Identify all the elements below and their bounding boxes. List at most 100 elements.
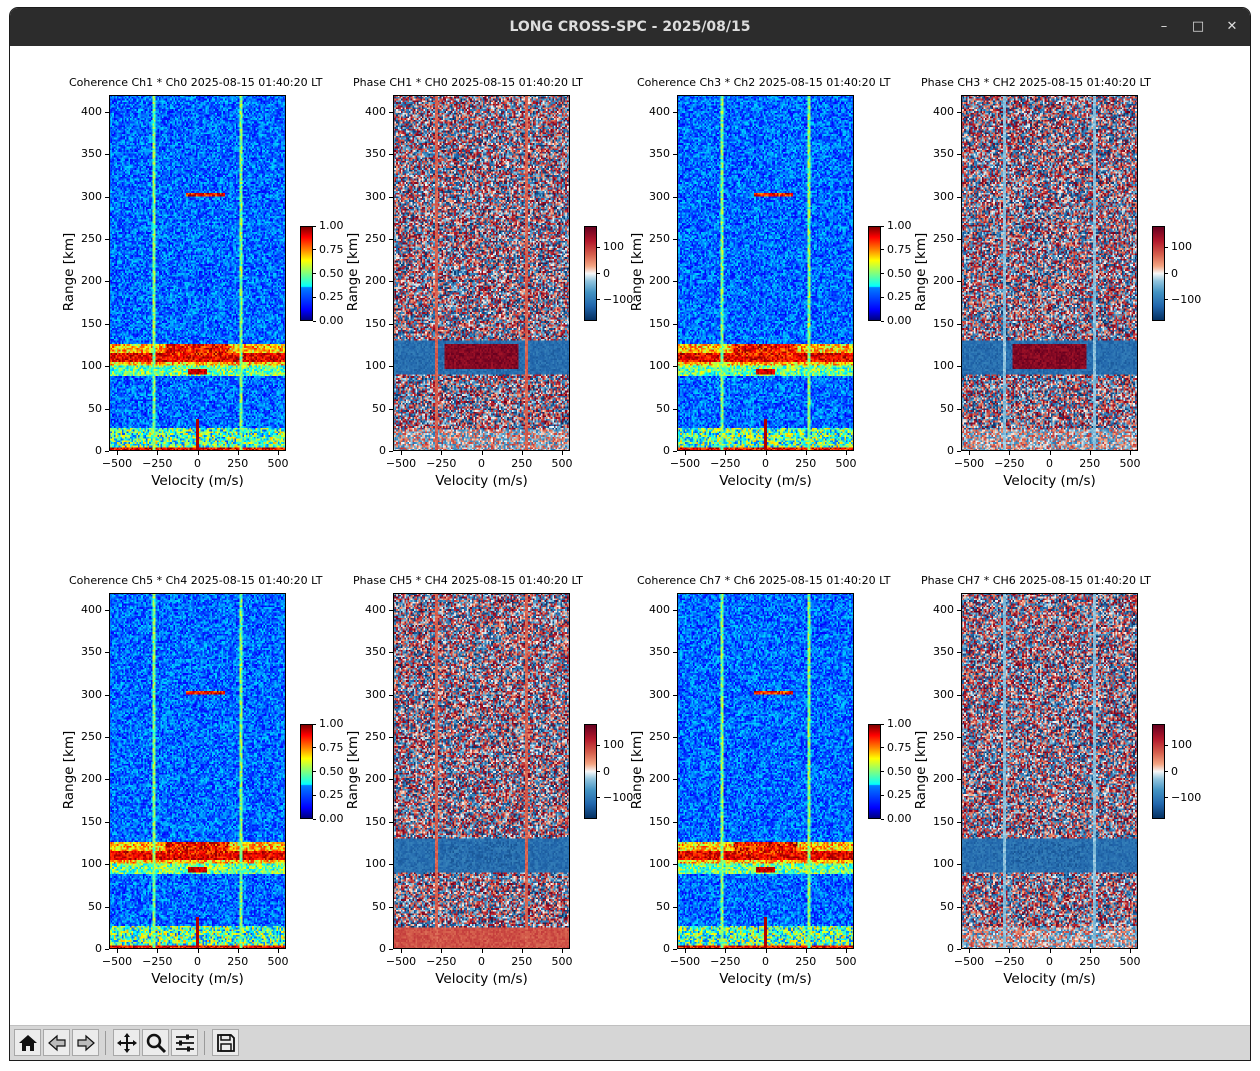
y-tick-label: 100 (365, 857, 386, 871)
y-tick-label: 50 (88, 401, 102, 415)
heatmap-image[interactable] (393, 593, 570, 949)
figure-canvas[interactable]: Coherence Ch1 * Ch0 2025-08-15 01:40:20 … (10, 46, 1250, 1028)
x-tick-mark (441, 949, 443, 953)
arrow-left-icon (47, 1034, 66, 1051)
y-tick-label: 50 (88, 899, 102, 913)
x-tick-label: 0 (1046, 457, 1053, 470)
heatmap-image[interactable] (109, 95, 286, 451)
y-tick-mark (105, 451, 109, 452)
heatmap-image[interactable] (109, 593, 286, 949)
y-tick-label: 250 (933, 232, 954, 246)
heatmap-image[interactable] (393, 95, 570, 451)
y-tick-label: 100 (365, 359, 386, 373)
y-tick-label: 400 (649, 104, 670, 118)
close-icon[interactable]: ✕ (1226, 19, 1238, 34)
x-tick-label: 250 (795, 955, 817, 968)
y-tick-mark (673, 366, 677, 368)
x-tick-mark (765, 949, 767, 953)
heatmap-image[interactable] (961, 95, 1138, 451)
y-tick-label: 300 (81, 189, 102, 203)
x-tick-label: 500 (835, 955, 857, 968)
y-tick-label: 200 (365, 274, 386, 288)
colorbar-tick-mark (881, 794, 884, 796)
x-tick-label: −500 (669, 457, 701, 470)
heatmap-image[interactable] (677, 95, 854, 451)
y-tick-label: 350 (365, 147, 386, 161)
home-icon (18, 1034, 37, 1051)
colorbar-tick-mark (597, 246, 600, 248)
heatmap-image[interactable] (961, 593, 1138, 949)
x-tick-mark (1129, 451, 1131, 455)
y-tick-label: 400 (365, 104, 386, 118)
home-button[interactable] (14, 1029, 41, 1056)
y-tick-label: 150 (365, 814, 386, 828)
y-tick-label: 0 (663, 942, 670, 955)
x-tick-label: 0 (194, 457, 201, 470)
colorbar-tick-label: 100 (603, 738, 624, 752)
y-tick-label: 150 (81, 814, 102, 828)
y-tick-mark (389, 196, 393, 198)
save-button[interactable] (212, 1029, 239, 1056)
y-tick-label: 100 (81, 359, 102, 373)
title-bar[interactable]: LONG CROSS-SPC - 2025/08/15 – □ ✕ (10, 8, 1250, 46)
colorbar-tick-mark (313, 320, 316, 322)
y-tick-mark (105, 737, 109, 739)
colorbar-tick-mark (313, 296, 316, 298)
back-button[interactable] (43, 1029, 70, 1056)
zoom-button[interactable] (142, 1029, 169, 1056)
configure-subplots-button[interactable] (171, 1029, 198, 1056)
colorbar (868, 226, 881, 321)
y-tick-label: 350 (365, 645, 386, 659)
x-tick-label: 250 (227, 955, 249, 968)
colorbar-tick-label: 0.50 (319, 764, 344, 778)
x-tick-mark (1009, 949, 1011, 953)
pan-button[interactable] (113, 1029, 140, 1056)
colorbar-tick-label: 0.00 (887, 314, 912, 327)
colorbar-tick-label: 0 (603, 266, 610, 280)
y-tick-mark (957, 111, 961, 113)
x-tick-mark (237, 949, 239, 953)
x-tick-mark (441, 451, 443, 455)
toolbar-separator (105, 1031, 106, 1055)
y-tick-label: 350 (933, 147, 954, 161)
x-axis-label: Velocity (m/s) (435, 473, 528, 489)
y-axis-label: Range [km] (345, 232, 361, 312)
minimize-icon[interactable]: – (1160, 19, 1168, 34)
colorbar-tick-label: 0.25 (887, 290, 912, 304)
heatmap-image[interactable] (677, 593, 854, 949)
y-tick-label: 200 (81, 772, 102, 786)
y-tick-label: 100 (933, 359, 954, 373)
y-tick-mark (673, 737, 677, 739)
y-tick-label: 200 (81, 274, 102, 288)
colorbar-tick-mark (881, 771, 884, 772)
y-tick-mark (957, 779, 961, 781)
y-tick-label: 0 (947, 942, 954, 955)
y-tick-label: 400 (81, 104, 102, 118)
x-tick-mark (401, 451, 403, 455)
x-tick-label: 250 (227, 457, 249, 470)
colorbar-tick-mark (313, 249, 316, 251)
y-tick-mark (957, 821, 961, 823)
maximize-icon[interactable]: □ (1191, 19, 1205, 34)
y-tick-label: 350 (649, 645, 670, 659)
y-tick-mark (389, 609, 393, 611)
y-tick-mark (673, 154, 677, 156)
colorbar-tick-label: 100 (1171, 738, 1192, 752)
y-tick-label: 300 (933, 687, 954, 701)
y-axis-label: Range [km] (913, 730, 929, 810)
x-axis-label: Velocity (m/s) (151, 473, 244, 489)
y-tick-label: 50 (372, 401, 386, 415)
colorbar-tick-label: 100 (603, 240, 624, 254)
x-tick-label: 0 (478, 457, 485, 470)
x-axis-label: Velocity (m/s) (151, 971, 244, 987)
forward-button[interactable] (72, 1029, 99, 1056)
colorbar-tick-mark (313, 225, 316, 227)
panel-title: Phase CH7 * CH6 2025-08-15 01:40:20 LT (921, 574, 1151, 587)
y-tick-label: 0 (95, 942, 102, 955)
y-tick-mark (957, 451, 961, 452)
y-tick-label: 350 (933, 645, 954, 659)
y-tick-mark (673, 451, 677, 452)
colorbar-tick-label: 0 (1171, 266, 1178, 280)
y-tick-label: 0 (947, 444, 954, 457)
colorbar-tick-mark (1165, 299, 1168, 301)
